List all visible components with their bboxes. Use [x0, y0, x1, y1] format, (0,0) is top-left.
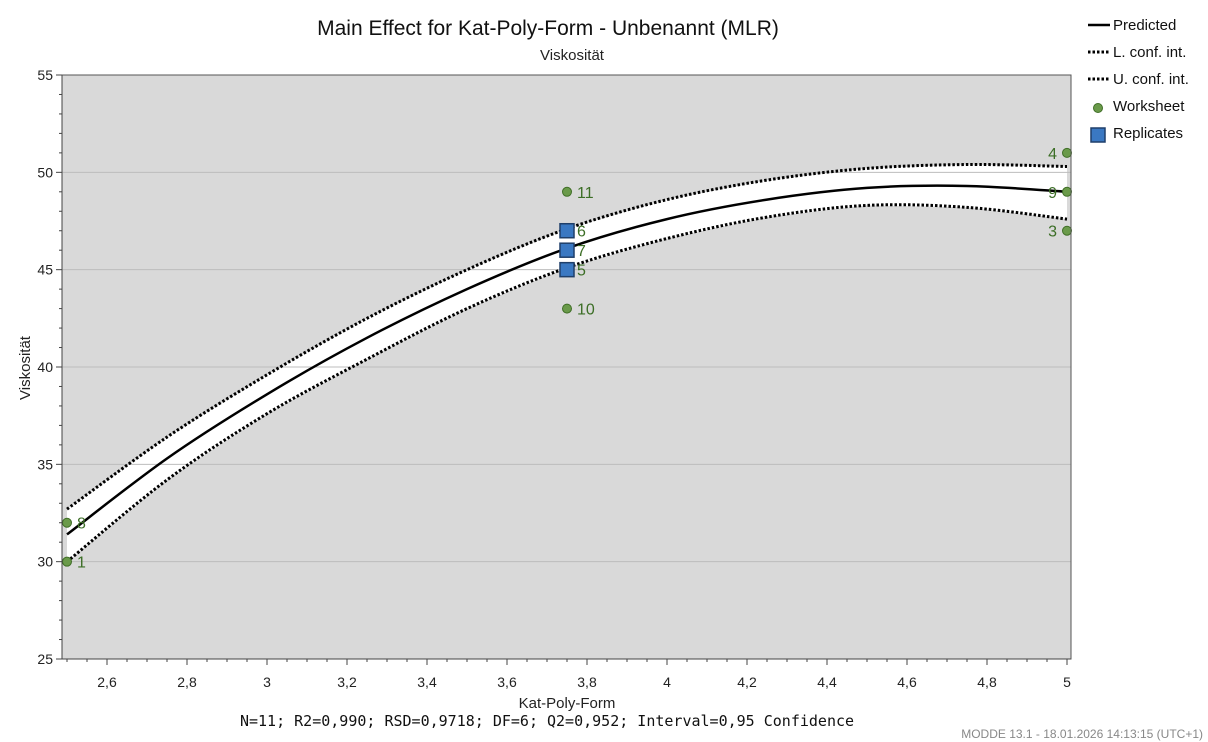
point-label: 3 — [1048, 224, 1057, 241]
footer-timestamp: MODDE 13.1 - 18.01.2026 14:13:15 (UTC+1) — [961, 727, 1203, 741]
y-tick-label: 45 — [37, 262, 53, 278]
legend-label: U. conf. int. — [1113, 71, 1189, 88]
replicate-point — [559, 242, 575, 258]
point-label: 10 — [577, 302, 595, 319]
point-label: 11 — [577, 185, 594, 202]
y-axis-label: Viskosität — [17, 335, 34, 400]
chart-title: Main Effect for Kat-Poly-Form - Unbenann… — [317, 17, 779, 40]
worksheet-point — [1062, 186, 1072, 197]
worksheet-point — [1062, 225, 1072, 236]
x-tick-label: 2,6 — [97, 674, 117, 690]
legend-swatch-square — [1090, 127, 1106, 143]
x-tick-label: 2,8 — [177, 674, 197, 690]
series-line-upper-conf — [66, 162, 1068, 511]
x-tick-label: 4,4 — [817, 674, 837, 690]
legend-label: Replicates — [1113, 125, 1183, 142]
worksheet-point — [1062, 147, 1072, 158]
legend: Predicted L. conf. int. U. conf. int. Works… — [1088, 17, 1189, 143]
legend-item: U. conf. int. — [1088, 71, 1189, 88]
y-tick-label: 35 — [37, 456, 53, 472]
legend-label: Predicted — [1113, 17, 1176, 34]
point-label: 7 — [577, 243, 586, 260]
legend-item: L. conf. int. — [1088, 44, 1186, 61]
x-tick-label: 5 — [1063, 674, 1071, 690]
worksheet-point — [62, 556, 72, 567]
y-axis: 25 30 35 40 45 50 55 — [37, 67, 63, 667]
y-tick-label: 30 — [37, 554, 53, 570]
replicate-point — [559, 261, 575, 278]
y-tick-label: 40 — [37, 359, 53, 375]
chart-subtitle: Viskosität — [540, 47, 605, 64]
gridlines — [62, 171, 1071, 563]
point-label: 8 — [77, 516, 86, 533]
x-tick-label: 3,6 — [497, 674, 517, 690]
y-tick-label: 55 — [37, 67, 53, 83]
legend-item: Predicted — [1088, 17, 1176, 34]
x-tick-label: 4,8 — [977, 674, 997, 690]
point-label: 4 — [1048, 146, 1057, 163]
stats-line: N=11; R2=0,990; RSD=0,9718; DF=6; Q2=0,9… — [240, 712, 854, 730]
point-label: 9 — [1048, 185, 1057, 202]
point-label: 6 — [577, 224, 586, 241]
point-label: 5 — [577, 263, 586, 280]
x-tick-label: 3,2 — [337, 674, 357, 690]
legend-item: Worksheet — [1093, 98, 1185, 115]
x-axis-label: Kat-Poly-Form — [519, 695, 616, 712]
series-line-lower-conf — [66, 203, 1068, 563]
legend-label: L. conf. int. — [1113, 44, 1186, 61]
x-tick-label: 4,2 — [737, 674, 757, 690]
plot-area: 1 8 11 10 4 9 3 6 7 5 — [61, 74, 1072, 660]
x-tick-label: 4 — [663, 674, 671, 690]
point-label: 1 — [77, 555, 86, 572]
legend-swatch-circle — [1093, 103, 1103, 113]
worksheet-point — [62, 517, 72, 528]
y-tick-label: 50 — [37, 164, 53, 180]
worksheet-point — [562, 186, 572, 197]
worksheet-point — [562, 303, 572, 314]
x-tick-label: 4,6 — [897, 674, 917, 690]
x-tick-label: 3,4 — [417, 674, 437, 690]
x-axis: 2,6 2,8 3 3,2 3,4 3,6 3,8 4 4,2 4,4 4,6 4,8 5 — [62, 658, 1071, 690]
legend-label: Worksheet — [1113, 98, 1185, 115]
replicate-point — [559, 222, 575, 239]
y-tick-label: 25 — [37, 651, 53, 667]
legend-item: Replicates — [1090, 125, 1183, 143]
x-tick-label: 3 — [263, 674, 271, 690]
x-tick-label: 3,8 — [577, 674, 597, 690]
